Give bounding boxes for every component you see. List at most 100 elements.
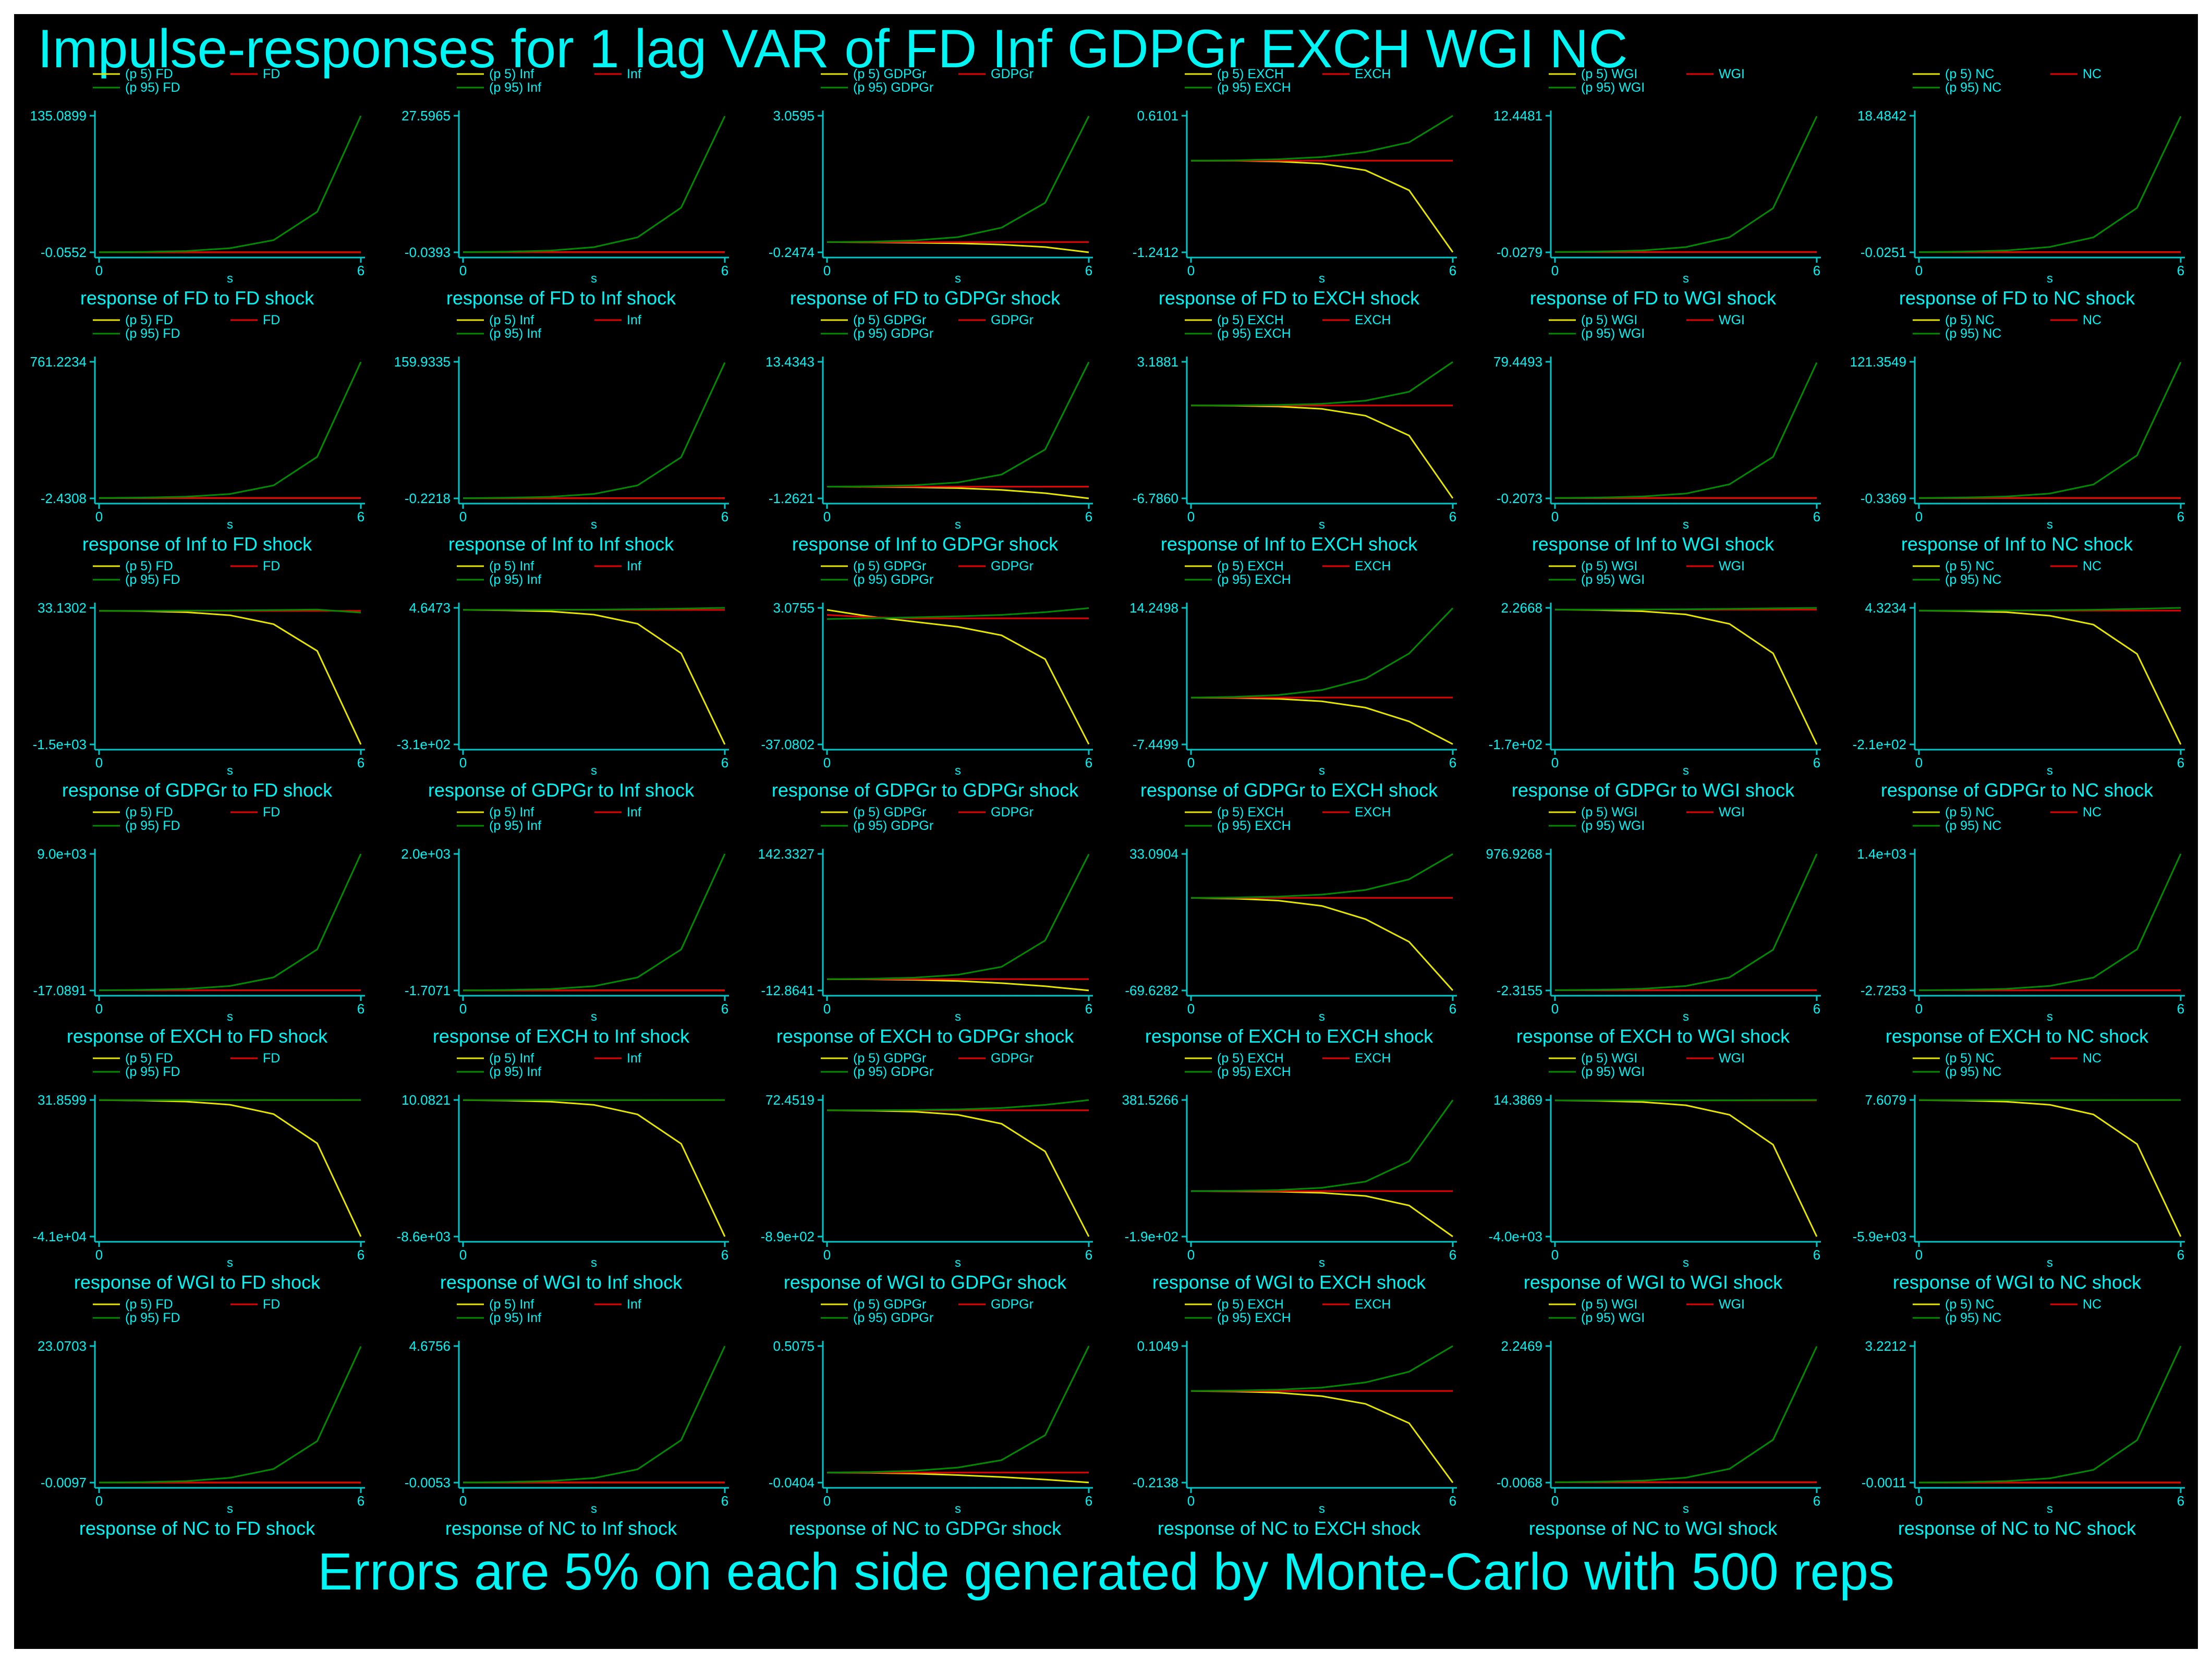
legend-label: (p 95) WGI bbox=[1581, 1311, 1645, 1325]
irf-panel: (p 5) EXCH EXCH (p 95) EXCH 3.1881 -6.7860 0 6… bbox=[1133, 313, 1457, 555]
legend-label: WGI bbox=[1719, 559, 1745, 573]
legend-label: WGI bbox=[1719, 805, 1745, 820]
y-tick-label-bottom: -12.8641 bbox=[761, 983, 815, 998]
panel-title: response of EXCH to NC shock bbox=[1886, 1025, 2149, 1047]
x-tick-label-start: 0 bbox=[459, 755, 467, 771]
x-tick-label-start: 0 bbox=[459, 263, 467, 278]
series-line bbox=[99, 1099, 362, 1237]
x-axis-label: s bbox=[227, 1010, 233, 1024]
y-tick-label-bottom: -0.0011 bbox=[1862, 1475, 1906, 1490]
y-tick-label-top: 31.8599 bbox=[38, 1092, 87, 1108]
x-tick-label-end: 6 bbox=[721, 263, 728, 278]
series-line bbox=[99, 361, 362, 499]
x-axis-label: s bbox=[1319, 764, 1325, 778]
legend-label: EXCH bbox=[1355, 559, 1391, 573]
irf-panel: (p 5) EXCH EXCH (p 95) EXCH 14.2498 -7.4499 0… bbox=[1129, 559, 1457, 801]
irf-panel: (p 5) GDPGr GDPGr (p 95) GDPGr 142.3327 -12.… bbox=[758, 805, 1093, 1047]
panel-title: response of NC to EXCH shock bbox=[1158, 1518, 1421, 1539]
y-tick-label-top: 79.4493 bbox=[1493, 354, 1542, 370]
series-line bbox=[1918, 607, 2181, 612]
legend-label: (p 95) Inf bbox=[489, 80, 541, 95]
x-tick-label-start: 0 bbox=[823, 1247, 831, 1263]
legend-label: NC bbox=[2083, 805, 2101, 820]
series-line bbox=[1554, 362, 1818, 499]
legend-label: (p 5) WGI bbox=[1581, 559, 1637, 573]
legend-label: FD bbox=[263, 67, 280, 81]
x-tick-label-end: 6 bbox=[1085, 1001, 1092, 1017]
x-tick-label-end: 6 bbox=[721, 1247, 728, 1263]
x-tick-label-start: 0 bbox=[1187, 1493, 1195, 1509]
y-tick-label-bottom: -1.2412 bbox=[1133, 244, 1178, 260]
y-tick-label-bottom: -7.4499 bbox=[1133, 737, 1178, 752]
x-axis-label: s bbox=[2047, 764, 2053, 778]
y-tick-label-top: 27.5965 bbox=[402, 108, 451, 124]
series-line bbox=[99, 853, 362, 991]
legend-label: Inf bbox=[627, 1051, 641, 1066]
legend-label: FD bbox=[263, 313, 280, 327]
x-tick-label-start: 0 bbox=[459, 1493, 467, 1509]
x-axis-label: s bbox=[2047, 1502, 2053, 1516]
legend-label: (p 95) GDPGr bbox=[853, 572, 933, 587]
y-tick-label-top: 159.9335 bbox=[394, 354, 451, 370]
x-axis-label: s bbox=[1319, 1502, 1325, 1516]
panel-title: response of Inf to FD shock bbox=[82, 533, 312, 555]
x-axis-label: s bbox=[2047, 1010, 2053, 1024]
irf-panel: (p 5) WGI WGI (p 95) WGI 79.4493 -0.2073 0 6 sr… bbox=[1493, 313, 1821, 555]
x-tick-label-start: 0 bbox=[1187, 1247, 1195, 1263]
x-tick-label-start: 0 bbox=[1551, 509, 1559, 524]
legend-label: (p 5) Inf bbox=[489, 805, 534, 820]
legend-label: (p 95) Inf bbox=[489, 1065, 541, 1079]
y-tick-label-bottom: -0.2474 bbox=[769, 244, 815, 260]
x-tick-label-end: 6 bbox=[2177, 1001, 2184, 1017]
legend-label: (p 5) NC bbox=[1945, 313, 1994, 327]
x-axis-label: s bbox=[1683, 518, 1689, 532]
panel-title: response of FD to FD shock bbox=[80, 287, 314, 309]
panel-title: response of FD to GDPGr shock bbox=[790, 287, 1061, 309]
x-tick-label-start: 0 bbox=[95, 509, 103, 524]
x-tick-label-end: 6 bbox=[1449, 1001, 1456, 1017]
y-tick-label-top: 0.1049 bbox=[1137, 1338, 1178, 1354]
panel-title: response of GDPGr to Inf shock bbox=[428, 779, 695, 801]
irf-panel: (p 5) EXCH EXCH (p 95) EXCH 0.6101 -1.2412 0 6… bbox=[1133, 67, 1457, 309]
legend-label: (p 95) NC bbox=[1945, 818, 2001, 833]
legend-label: GDPGr bbox=[991, 559, 1034, 573]
y-tick-label-top: 14.3869 bbox=[1493, 1092, 1542, 1108]
x-tick-label-start: 0 bbox=[459, 509, 467, 524]
legend-label: FD bbox=[263, 1297, 280, 1312]
panel-title: response of Inf to WGI shock bbox=[1532, 533, 1775, 555]
irf-panel: (p 5) FD FD (p 95) FD 9.0e+03 -17.0891 0 6 sres… bbox=[33, 805, 365, 1047]
panel-title: response of WGI to GDPGr shock bbox=[784, 1271, 1067, 1293]
y-tick-label-top: 9.0e+03 bbox=[37, 846, 87, 862]
x-tick-label-end: 6 bbox=[357, 509, 364, 524]
legend-label: Inf bbox=[627, 313, 641, 327]
x-tick-label-start: 0 bbox=[95, 755, 103, 771]
x-tick-label-end: 6 bbox=[721, 1493, 728, 1509]
x-axis-label: s bbox=[955, 1256, 961, 1270]
y-tick-label-bottom: -0.2218 bbox=[405, 491, 451, 506]
x-tick-label-end: 6 bbox=[1813, 263, 1820, 278]
legend-label: (p 95) FD bbox=[125, 818, 180, 833]
x-axis-label: s bbox=[955, 764, 961, 778]
y-tick-label-bottom: -0.3369 bbox=[1861, 491, 1906, 506]
irf-panel: (p 5) EXCH EXCH (p 95) EXCH 33.0904 -69.6282… bbox=[1125, 805, 1457, 1047]
series-line bbox=[1190, 897, 1454, 991]
x-axis-label: s bbox=[955, 1502, 961, 1516]
y-tick-label-top: 2.2668 bbox=[1501, 600, 1542, 616]
y-tick-label-bottom: -37.0802 bbox=[761, 737, 815, 752]
x-tick-label-end: 6 bbox=[357, 1001, 364, 1017]
y-tick-label-top: 2.0e+03 bbox=[401, 846, 451, 862]
legend-label: (p 5) NC bbox=[1945, 1297, 1994, 1312]
panel-title: response of NC to FD shock bbox=[79, 1518, 315, 1539]
legend-label: (p 95) FD bbox=[125, 326, 180, 341]
chart-background bbox=[14, 14, 2198, 1649]
y-tick-label-top: 381.5266 bbox=[1122, 1092, 1178, 1108]
series-line bbox=[1190, 1190, 1453, 1238]
irf-panel: (p 5) EXCH EXCH (p 95) EXCH 0.1049 -0.2138 0 6… bbox=[1133, 1297, 1457, 1539]
panel-title: response of EXCH to Inf shock bbox=[433, 1025, 690, 1047]
legend-label: (p 95) EXCH bbox=[1217, 818, 1291, 833]
y-tick-label-top: 33.0904 bbox=[1129, 846, 1178, 862]
legend-label: (p 95) EXCH bbox=[1217, 1065, 1291, 1079]
legend-label: (p 5) Inf bbox=[489, 1297, 534, 1312]
x-tick-label-end: 6 bbox=[1813, 1247, 1820, 1263]
legend-label: Inf bbox=[627, 559, 641, 573]
